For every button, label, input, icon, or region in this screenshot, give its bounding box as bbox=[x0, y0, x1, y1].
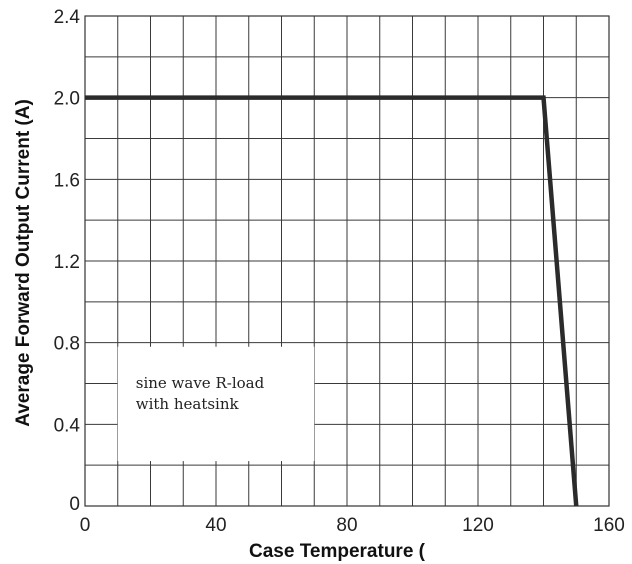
series-line bbox=[85, 95, 579, 507]
annotation-box bbox=[117, 346, 315, 462]
x-axis-title: Case Temperature ( bbox=[249, 541, 426, 562]
series-layer bbox=[85, 95, 579, 507]
y-tick-label: 1.6 bbox=[54, 170, 80, 191]
y-tick-labels: 0 0.4 0.8 1.2 1.6 2.0 2.4 bbox=[54, 7, 81, 515]
y-tick-label: 1.2 bbox=[54, 252, 80, 273]
y-tick-label: 0 bbox=[69, 494, 80, 515]
y-tick-label: 2.0 bbox=[54, 89, 80, 110]
y-tick-label: 2.4 bbox=[54, 7, 81, 28]
y-axis-title: Average Forward Output Current (A) bbox=[13, 99, 34, 427]
y-tick-label: 0.8 bbox=[54, 334, 80, 355]
annotation: sine wave R-load with heatsink bbox=[136, 374, 265, 413]
annotation-line: sine wave R-load bbox=[136, 374, 265, 392]
x-tick-labels: 0 40 80 120 160 bbox=[80, 515, 625, 536]
x-tick-label: 40 bbox=[205, 515, 226, 536]
x-tick-label: 160 bbox=[593, 515, 625, 536]
annotation-line: with heatsink bbox=[136, 395, 240, 413]
x-tick-label: 120 bbox=[462, 515, 494, 536]
plot-frame bbox=[84, 15, 610, 507]
x-tick-label: 80 bbox=[336, 515, 357, 536]
y-tick-label: 0.4 bbox=[54, 415, 81, 436]
x-tick-label: 0 bbox=[80, 515, 91, 536]
